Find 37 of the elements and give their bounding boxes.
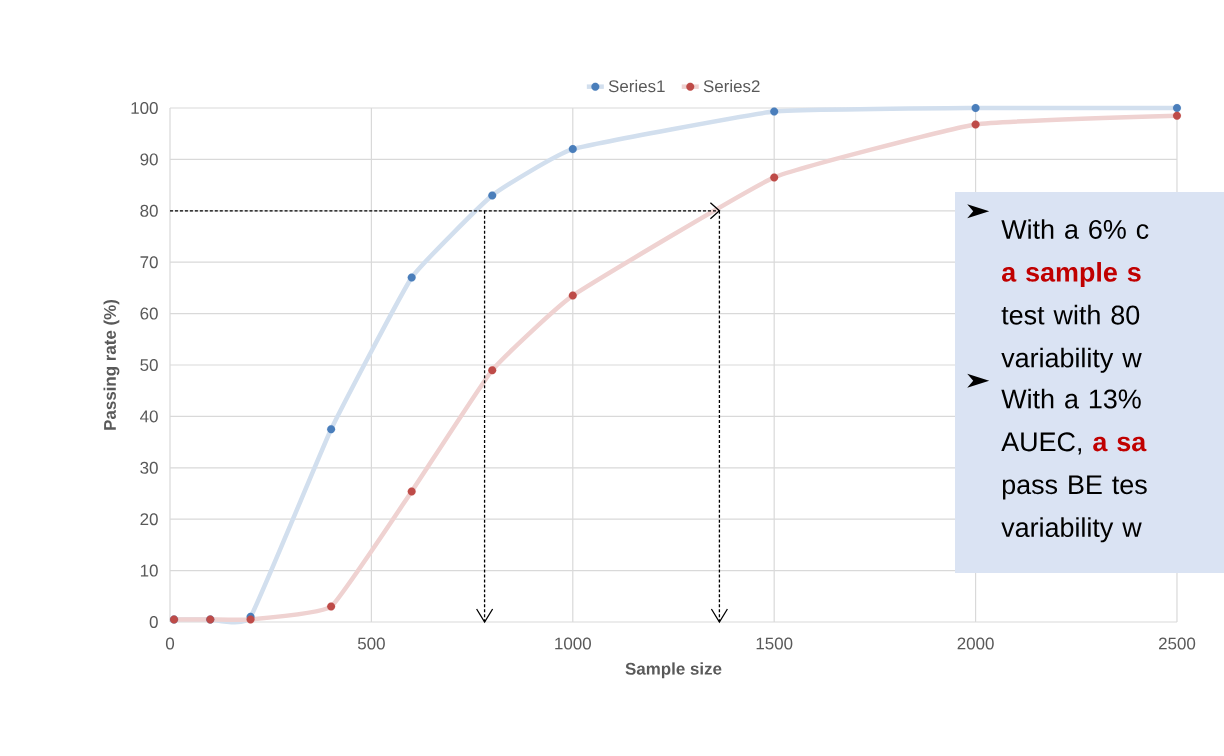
x-tick-label: 1000 xyxy=(555,637,591,650)
y-tick-label: 10 xyxy=(140,564,158,577)
y-tick-label: 60 xyxy=(140,307,158,320)
point xyxy=(407,487,416,496)
y-tick-label: 30 xyxy=(140,461,158,474)
x-axis-title: Sample size xyxy=(625,662,722,679)
point xyxy=(770,173,779,182)
y-tick-label: 20 xyxy=(140,513,158,526)
point xyxy=(1172,111,1182,120)
y-tick-label: 50 xyxy=(140,359,158,371)
x-tick-label: 2500 xyxy=(1159,637,1196,650)
y-tick-label: 100 xyxy=(131,101,158,114)
x-tick-label: 2000 xyxy=(957,637,994,650)
point xyxy=(488,366,497,375)
annotation: With a 13% AUEC, a sa pass BE tes variability w xyxy=(1001,388,1147,543)
point xyxy=(327,602,336,611)
x-tick-label: 1500 xyxy=(756,637,793,650)
y-tick-label: 40 xyxy=(140,410,158,423)
y-tick-label: 0 xyxy=(149,616,158,628)
point xyxy=(488,191,497,200)
point xyxy=(971,103,980,113)
y-tick-label: 80 xyxy=(140,204,158,217)
y-tick-label: 90 xyxy=(140,153,158,166)
x-tick-label: 500 xyxy=(357,637,385,650)
point xyxy=(971,120,980,129)
point xyxy=(770,107,779,116)
y-tick-label: 70 xyxy=(140,256,158,269)
y-axis-title: Passing rate (%) xyxy=(103,299,120,430)
annotation: With a 6% c a sample s test with 80 variability w xyxy=(1001,219,1149,373)
point xyxy=(1172,103,1182,113)
legend-label: Series1 xyxy=(608,79,665,93)
legend-label: Series2 xyxy=(703,79,760,93)
point xyxy=(407,273,416,282)
point xyxy=(327,425,336,434)
point xyxy=(568,291,577,300)
point xyxy=(568,145,577,154)
x-tick-label: 0 xyxy=(165,637,175,650)
